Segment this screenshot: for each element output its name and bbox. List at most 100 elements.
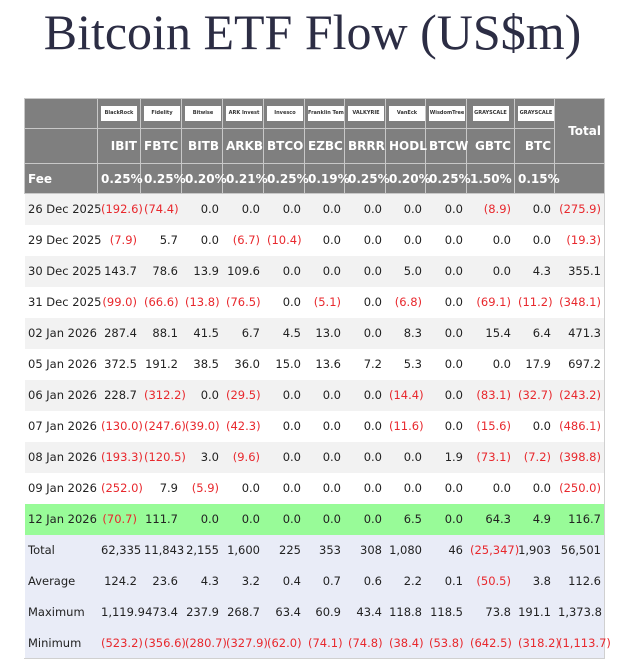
flow-cell: 11,843 [140, 534, 184, 566]
issuer-logo-cell: BlackRock [97, 98, 141, 129]
flow-cell: 0.0 [263, 379, 305, 411]
flow-cell: 0.0 [222, 503, 264, 535]
flow-cell: (356.6) [140, 627, 186, 659]
row-total-cell: (250.0) [554, 472, 605, 504]
flow-cell: 473.4 [140, 596, 182, 628]
flow-cell: 3.0 [181, 441, 223, 473]
flow-cell: (74.4) [140, 193, 182, 225]
flow-cell: (38.4) [385, 627, 426, 659]
row-total-cell: 471.3 [554, 317, 605, 349]
row-total-cell: (275.9) [554, 193, 605, 225]
ticker-header: EZBC [304, 128, 345, 164]
fee-row: Fee 0.25% 0.25% 0.20% 0.21% 0.25% 0.19% 0.25% 0.… [24, 163, 605, 194]
flow-cell: 0.1 [425, 565, 467, 597]
table-row: 30 Dec 2025 143.7 78.6 13.9 109.6 0.0 0.0 0.0 5.… [24, 255, 605, 287]
row-label: Maximum [24, 596, 98, 628]
fee-cell: 0.25% [263, 163, 309, 194]
issuer-logo-cell: GRAYSCALE [466, 98, 515, 129]
flow-cell: 0.0 [425, 193, 467, 225]
fee-cell: 0.25% [425, 163, 471, 194]
flow-cell: 15.4 [466, 317, 515, 349]
flow-cell: (66.6) [140, 286, 182, 318]
flow-cell: 4.3 [514, 255, 555, 287]
ticker-header: BTCW [425, 128, 468, 164]
summary-row: Maximum 1,119.9 473.4 237.9 268.7 63.4 60.9 43.… [24, 596, 605, 628]
flow-cell: 73.8 [466, 596, 515, 628]
flow-cell: 0.0 [263, 286, 305, 318]
flow-cell: 0.0 [466, 472, 515, 504]
issuer-logo-row: BlackRock Fidelity Bitwise ARK Invest Invesc… [24, 98, 605, 164]
summary-row: Minimum (523.2) (356.6) (280.7) (327.9) (62.0… [24, 627, 611, 659]
flow-cell: (13.8) [181, 286, 223, 318]
flow-cell: 0.0 [344, 472, 386, 504]
flow-cell: 0.0 [385, 193, 426, 225]
flow-cell: 228.7 [97, 379, 141, 411]
flow-cell: 0.0 [385, 472, 426, 504]
flow-cell: (11.6) [385, 410, 426, 442]
ticker-header: BTC [514, 128, 555, 164]
row-label: 30 Dec 2025 [24, 255, 101, 287]
issuer-logo: VALKYRIE [348, 106, 384, 121]
flow-cell: (10.4) [263, 224, 305, 256]
flow-cell: 0.0 [263, 472, 305, 504]
flow-cell: 0.0 [304, 193, 345, 225]
flow-cell: (6.7) [222, 224, 264, 256]
flow-cell: (5.1) [304, 286, 345, 318]
issuer-logo-cell: Bitwise [181, 98, 223, 129]
flow-cell: 0.0 [263, 410, 305, 442]
flow-cell: (11.2) [514, 286, 555, 318]
flow-cell: 0.0 [344, 224, 386, 256]
flow-cell: 0.0 [425, 410, 467, 442]
issuer-logo-cell: Invesco [263, 98, 305, 129]
fee-cell: 1.50% [466, 163, 515, 194]
fee-label: Fee [24, 163, 98, 194]
flow-cell: 7.2 [344, 348, 386, 380]
flow-cell: 372.5 [97, 348, 141, 380]
flow-cell: 62,335 [97, 534, 141, 566]
flow-cell: (69.1) [466, 286, 515, 318]
flow-cell: (642.5) [466, 627, 515, 659]
flow-cell: 0.0 [344, 317, 386, 349]
flow-cell: 3.8 [514, 565, 555, 597]
flow-cell: 308 [344, 534, 386, 566]
flow-cell: 78.6 [140, 255, 182, 287]
row-total-cell: 355.1 [554, 255, 605, 287]
flow-cell: 63.4 [263, 596, 305, 628]
flow-cell: (83.1) [466, 379, 515, 411]
flow-cell: 13.6 [304, 348, 345, 380]
table-row: 31 Dec 2025 (99.0) (66.6) (13.8) (76.5) 0.0 (5… [24, 286, 605, 318]
row-label: 31 Dec 2025 [24, 286, 101, 318]
issuer-logo: GRAYSCALE [472, 106, 509, 121]
flow-cell: (7.9) [97, 224, 141, 256]
flow-cell: (193.3) [97, 441, 143, 473]
row-total-cell: 1,373.8 [554, 596, 605, 628]
flow-cell: 4.5 [263, 317, 305, 349]
flow-cell: 353 [304, 534, 345, 566]
ticker-header: BTCO [263, 128, 305, 164]
flow-cell: (120.5) [140, 441, 186, 473]
issuer-logo-cell: Fidelity [140, 98, 182, 129]
flow-cell: 0.0 [181, 224, 223, 256]
row-total-cell: (243.2) [554, 379, 605, 411]
flow-cell: 0.0 [181, 379, 223, 411]
issuer-logo-cell: Franklin Templeton [304, 98, 345, 129]
flow-cell: (247.6) [140, 410, 186, 442]
flow-cell: 118.8 [385, 596, 426, 628]
flow-cell: 6.7 [222, 317, 264, 349]
flow-cell: 0.0 [425, 472, 467, 504]
issuer-logo-cell: VanEck [385, 98, 426, 129]
flow-cell: 0.6 [344, 565, 386, 597]
flow-cell: 0.0 [344, 193, 386, 225]
flow-cell: (318.2) [514, 627, 560, 659]
flow-cell: 225 [263, 534, 305, 566]
flow-cell: (8.9) [466, 193, 515, 225]
row-total-cell: (348.1) [554, 286, 605, 318]
row-label: 26 Dec 2025 [24, 193, 101, 225]
flow-cell: 60.9 [304, 596, 345, 628]
flow-cell: 36.0 [222, 348, 264, 380]
issuer-logo-cell: VALKYRIE [344, 98, 386, 129]
flow-cell: 5.7 [140, 224, 182, 256]
flow-cell: 0.0 [344, 503, 386, 535]
issuer-logo-cell: ARK Invest [222, 98, 264, 129]
issuer-logo-cell: GRAYSCALE [514, 98, 555, 129]
